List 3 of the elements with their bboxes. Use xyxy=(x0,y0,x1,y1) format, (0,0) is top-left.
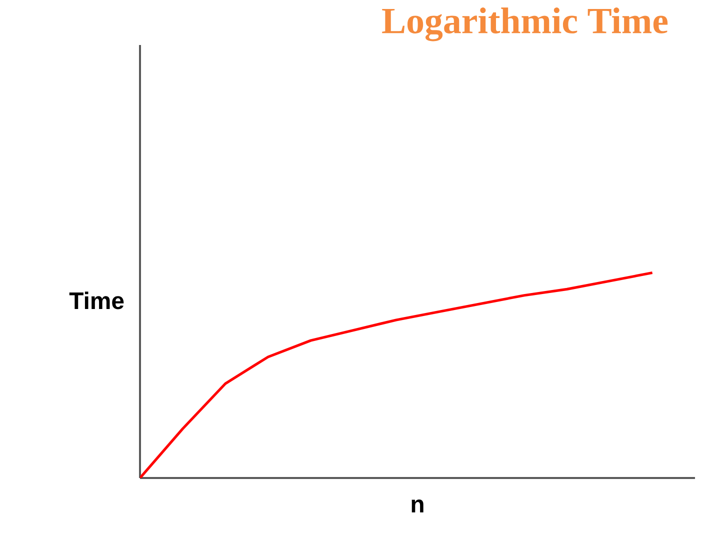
chart-title: Logarithmic Time xyxy=(382,8,668,42)
x-axis-title: n xyxy=(412,500,424,512)
y-axis-title: Time xyxy=(69,292,124,310)
